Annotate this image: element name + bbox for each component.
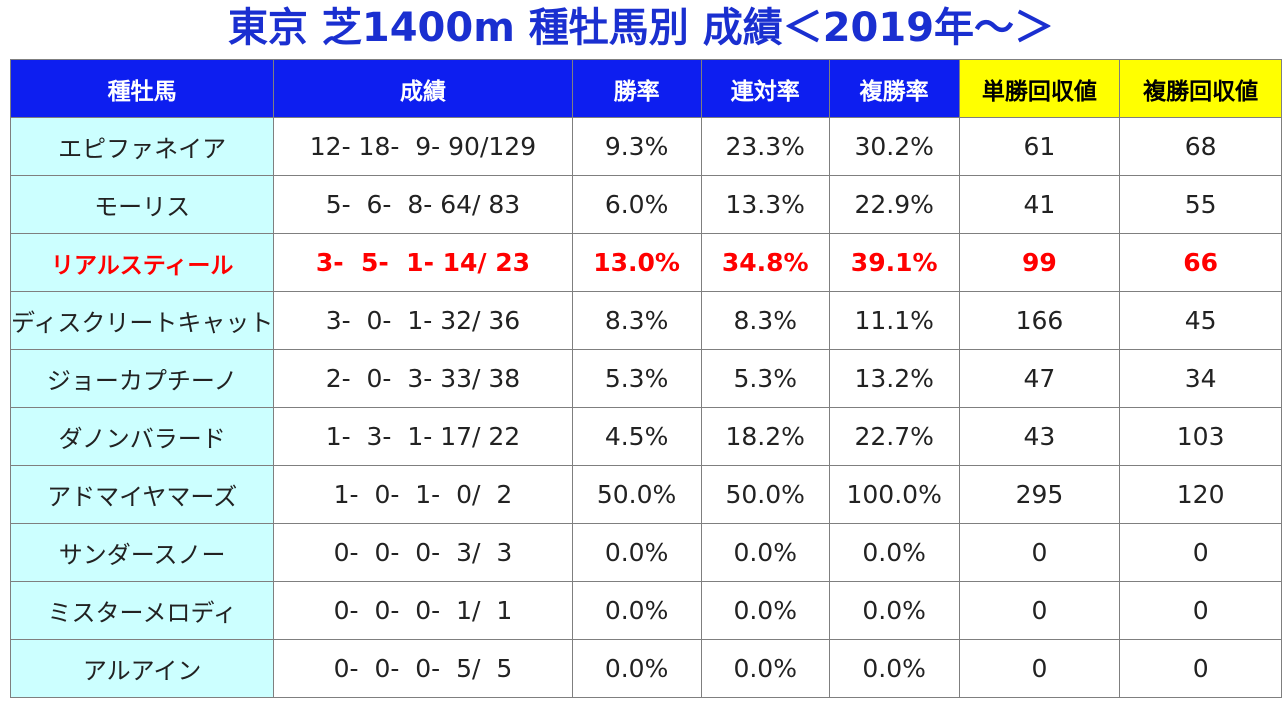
record-cell: 0- 0- 0- 3/ 3 (273, 523, 573, 582)
sire-name-cell: エピファネイア (9, 117, 275, 176)
sire-name-cell: ミスターメロディ (9, 581, 275, 640)
record-cell: 12- 18- 9- 90/129 (273, 117, 573, 176)
place-rate-cell: 11.1% (828, 291, 960, 350)
win-return-cell: 41 (958, 175, 1121, 234)
win-return-cell: 295 (958, 465, 1121, 524)
place-rate-cell: 13.2% (828, 349, 960, 408)
table-row: ダノンバラード 1- 3- 1- 17/ 22 4.5% 18.2% 22.7%… (9, 407, 1282, 466)
place-return-cell: 0 (1119, 523, 1282, 582)
place-rate-cell: 22.7% (828, 407, 960, 466)
record-cell: 5- 6- 8- 64/ 83 (273, 175, 573, 234)
record-cell: 3- 5- 1- 14/ 23 (273, 233, 573, 292)
table-row: アドマイヤマーズ 1- 0- 1- 0/ 2 50.0% 50.0% 100.0… (9, 465, 1282, 524)
win-rate-cell: 0.0% (571, 581, 702, 640)
sire-name-cell: ディスクリートキャット (9, 291, 275, 350)
place-return-cell: 0 (1119, 581, 1282, 640)
place-rate-cell: 39.1% (828, 233, 960, 292)
header-record: 成績 (273, 59, 573, 118)
sire-name-cell: ジョーカプチーノ (9, 349, 275, 408)
quinella-rate-cell: 23.3% (700, 117, 830, 176)
sire-name-cell: ダノンバラード (9, 407, 275, 466)
quinella-rate-cell: 5.3% (700, 349, 830, 408)
header-sire: 種牡馬 (9, 59, 275, 118)
place-return-cell: 45 (1119, 291, 1282, 350)
table-row: ミスターメロディ 0- 0- 0- 1/ 1 0.0% 0.0% 0.0% 0 … (9, 581, 1282, 640)
quinella-rate-cell: 34.8% (700, 233, 830, 292)
table-row: エピファネイア 12- 18- 9- 90/129 9.3% 23.3% 30.… (9, 117, 1282, 176)
place-rate-cell: 30.2% (828, 117, 960, 176)
table-row: ディスクリートキャット 3- 0- 1- 32/ 36 8.3% 8.3% 11… (9, 291, 1282, 350)
win-return-cell: 0 (958, 581, 1121, 640)
place-rate-cell: 0.0% (828, 523, 960, 582)
sire-name-cell: モーリス (9, 175, 275, 234)
table-row: ジョーカプチーノ 2- 0- 3- 33/ 38 5.3% 5.3% 13.2%… (9, 349, 1282, 408)
quinella-rate-cell: 18.2% (700, 407, 830, 466)
record-cell: 0- 0- 0- 5/ 5 (273, 639, 573, 698)
win-return-cell: 0 (958, 639, 1121, 698)
win-rate-cell: 50.0% (571, 465, 702, 524)
place-rate-cell: 0.0% (828, 581, 960, 640)
place-rate-cell: 0.0% (828, 639, 960, 698)
table-row: サンダースノー 0- 0- 0- 3/ 3 0.0% 0.0% 0.0% 0 0 (9, 523, 1282, 582)
quinella-rate-cell: 50.0% (700, 465, 830, 524)
header-win-return: 単勝回収値 (958, 59, 1121, 118)
place-return-cell: 0 (1119, 639, 1282, 698)
win-rate-cell: 13.0% (571, 233, 702, 292)
record-cell: 2- 0- 3- 33/ 38 (273, 349, 573, 408)
quinella-rate-cell: 0.0% (700, 639, 830, 698)
table-row: モーリス 5- 6- 8- 64/ 83 6.0% 13.3% 22.9% 41… (9, 175, 1282, 234)
place-return-cell: 68 (1119, 117, 1282, 176)
sire-name-cell: サンダースノー (9, 523, 275, 582)
win-rate-cell: 6.0% (571, 175, 702, 234)
win-return-cell: 99 (958, 233, 1121, 292)
place-return-cell: 120 (1119, 465, 1282, 524)
place-return-cell: 34 (1119, 349, 1282, 408)
win-return-cell: 47 (958, 349, 1121, 408)
quinella-rate-cell: 0.0% (700, 523, 830, 582)
sire-name-cell: リアルスティール (9, 233, 275, 292)
win-return-cell: 43 (958, 407, 1121, 466)
win-rate-cell: 4.5% (571, 407, 702, 466)
record-cell: 1- 0- 1- 0/ 2 (273, 465, 573, 524)
win-return-cell: 0 (958, 523, 1121, 582)
win-rate-cell: 0.0% (571, 523, 702, 582)
sire-results-table: 種牡馬 成績 勝率 連対率 複勝率 単勝回収値 複勝回収値 エピファネイア 12… (9, 59, 1282, 698)
place-return-cell: 103 (1119, 407, 1282, 466)
sire-name-cell: アドマイヤマーズ (9, 465, 275, 524)
record-cell: 0- 0- 0- 1/ 1 (273, 581, 573, 640)
win-rate-cell: 9.3% (571, 117, 702, 176)
record-cell: 1- 3- 1- 17/ 22 (273, 407, 573, 466)
header-place-rate: 複勝率 (828, 59, 960, 118)
win-return-cell: 166 (958, 291, 1121, 350)
page-title: 東京 芝1400m 種牡馬別 成績＜2019年～＞ (227, 5, 1055, 51)
place-return-cell: 55 (1119, 175, 1282, 234)
header-win-rate: 勝率 (571, 59, 702, 118)
record-cell: 3- 0- 1- 32/ 36 (273, 291, 573, 350)
table-header-row: 種牡馬 成績 勝率 連対率 複勝率 単勝回収値 複勝回収値 (9, 59, 1282, 118)
win-rate-cell: 0.0% (571, 639, 702, 698)
quinella-rate-cell: 0.0% (700, 581, 830, 640)
featured-table-row: リアルスティール 3- 5- 1- 14/ 23 13.0% 34.8% 39.… (9, 233, 1282, 292)
place-rate-cell: 100.0% (828, 465, 960, 524)
place-return-cell: 66 (1119, 233, 1282, 292)
place-rate-cell: 22.9% (828, 175, 960, 234)
win-rate-cell: 8.3% (571, 291, 702, 350)
win-return-cell: 61 (958, 117, 1121, 176)
win-rate-cell: 5.3% (571, 349, 702, 408)
header-place-return: 複勝回収値 (1119, 59, 1282, 118)
header-quinella-rate: 連対率 (700, 59, 830, 118)
quinella-rate-cell: 13.3% (700, 175, 830, 234)
sire-name-cell: アルアイン (9, 639, 275, 698)
quinella-rate-cell: 8.3% (700, 291, 830, 350)
table-row: アルアイン 0- 0- 0- 5/ 5 0.0% 0.0% 0.0% 0 0 (9, 639, 1282, 698)
